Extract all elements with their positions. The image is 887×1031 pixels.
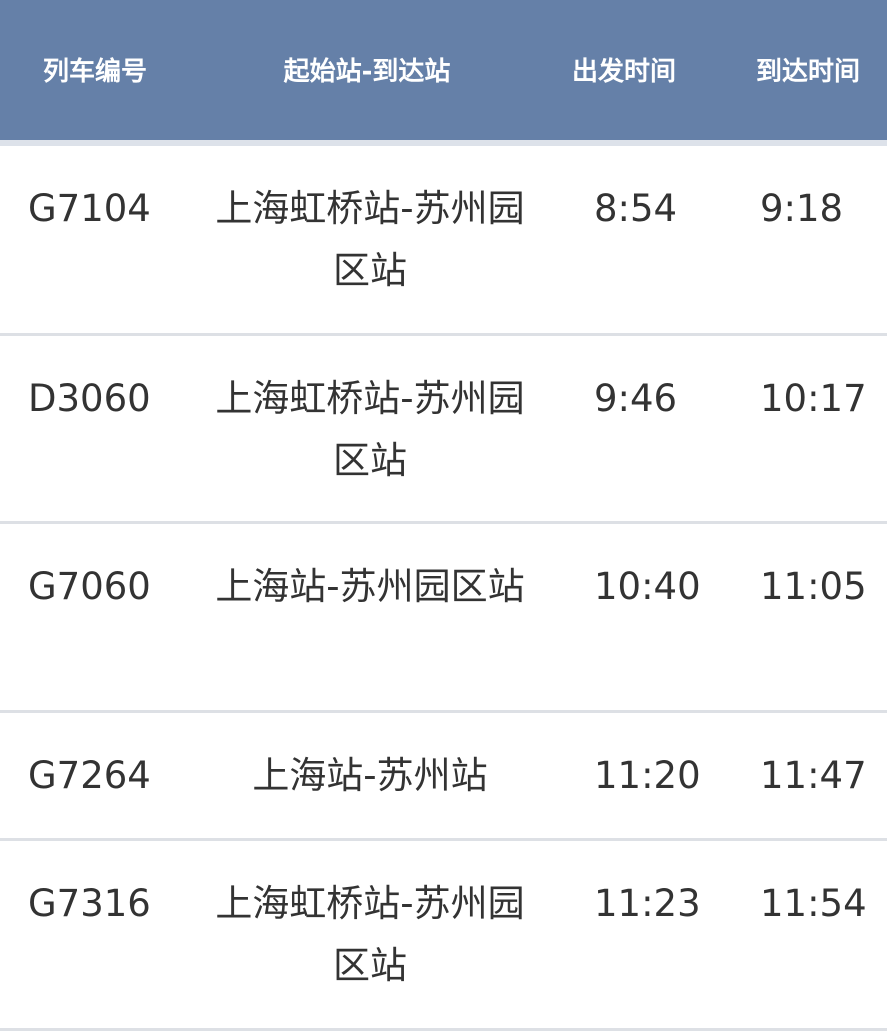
table-row[interactable]: G7060 上海站-苏州园区站 10:40 11:05: [0, 524, 887, 713]
table-row[interactable]: G7264 上海站-苏州站 11:20 11:47: [0, 713, 887, 841]
table-row[interactable]: G7316 上海虹桥站-苏州园区站 11:23 11:54: [0, 841, 887, 1031]
route: 上海虹桥站-苏州园区站: [215, 377, 525, 482]
depart-time: 8:54: [594, 187, 678, 230]
route: 上海站-苏州园区站: [215, 565, 525, 608]
header-train-no: 列车编号: [42, 57, 148, 87]
train-no: G7264: [28, 754, 151, 797]
depart-time: 10:40: [594, 565, 701, 608]
table-row[interactable]: D3060 上海虹桥站-苏州园区站 9:46 10:17: [0, 336, 887, 524]
header-depart: 出发时间: [571, 57, 677, 87]
arrive-time: 9:18: [760, 187, 844, 230]
table-header: 列车编号 起始站-到达站 出发时间 到达时间: [0, 0, 887, 146]
route: 上海虹桥站-苏州园区站: [215, 187, 525, 292]
depart-time: 11:23: [594, 882, 701, 925]
table-row[interactable]: G7104 上海虹桥站-苏州园区站 8:54 9:18: [0, 146, 887, 336]
route: 上海站-苏州站: [252, 754, 488, 797]
arrive-time: 11:54: [760, 882, 867, 925]
header-arrive: 到达时间: [755, 57, 861, 87]
train-no: G7060: [28, 565, 151, 608]
depart-time: 11:20: [594, 754, 701, 797]
train-table: G7104 上海虹桥站-苏州园区站 8:54 9:18 D3060 上海虹桥站-苏州园区站…: [0, 146, 887, 1031]
train-no: G7104: [28, 187, 151, 230]
arrive-time: 11:47: [760, 754, 867, 797]
header-route: 起始站-到达站: [283, 57, 451, 87]
depart-time: 9:46: [594, 377, 678, 420]
train-no: D3060: [28, 377, 151, 420]
train-no: G7316: [28, 882, 151, 925]
route: 上海虹桥站-苏州园区站: [215, 882, 525, 987]
arrive-time: 11:05: [760, 565, 867, 608]
arrive-time: 10:17: [760, 377, 867, 420]
